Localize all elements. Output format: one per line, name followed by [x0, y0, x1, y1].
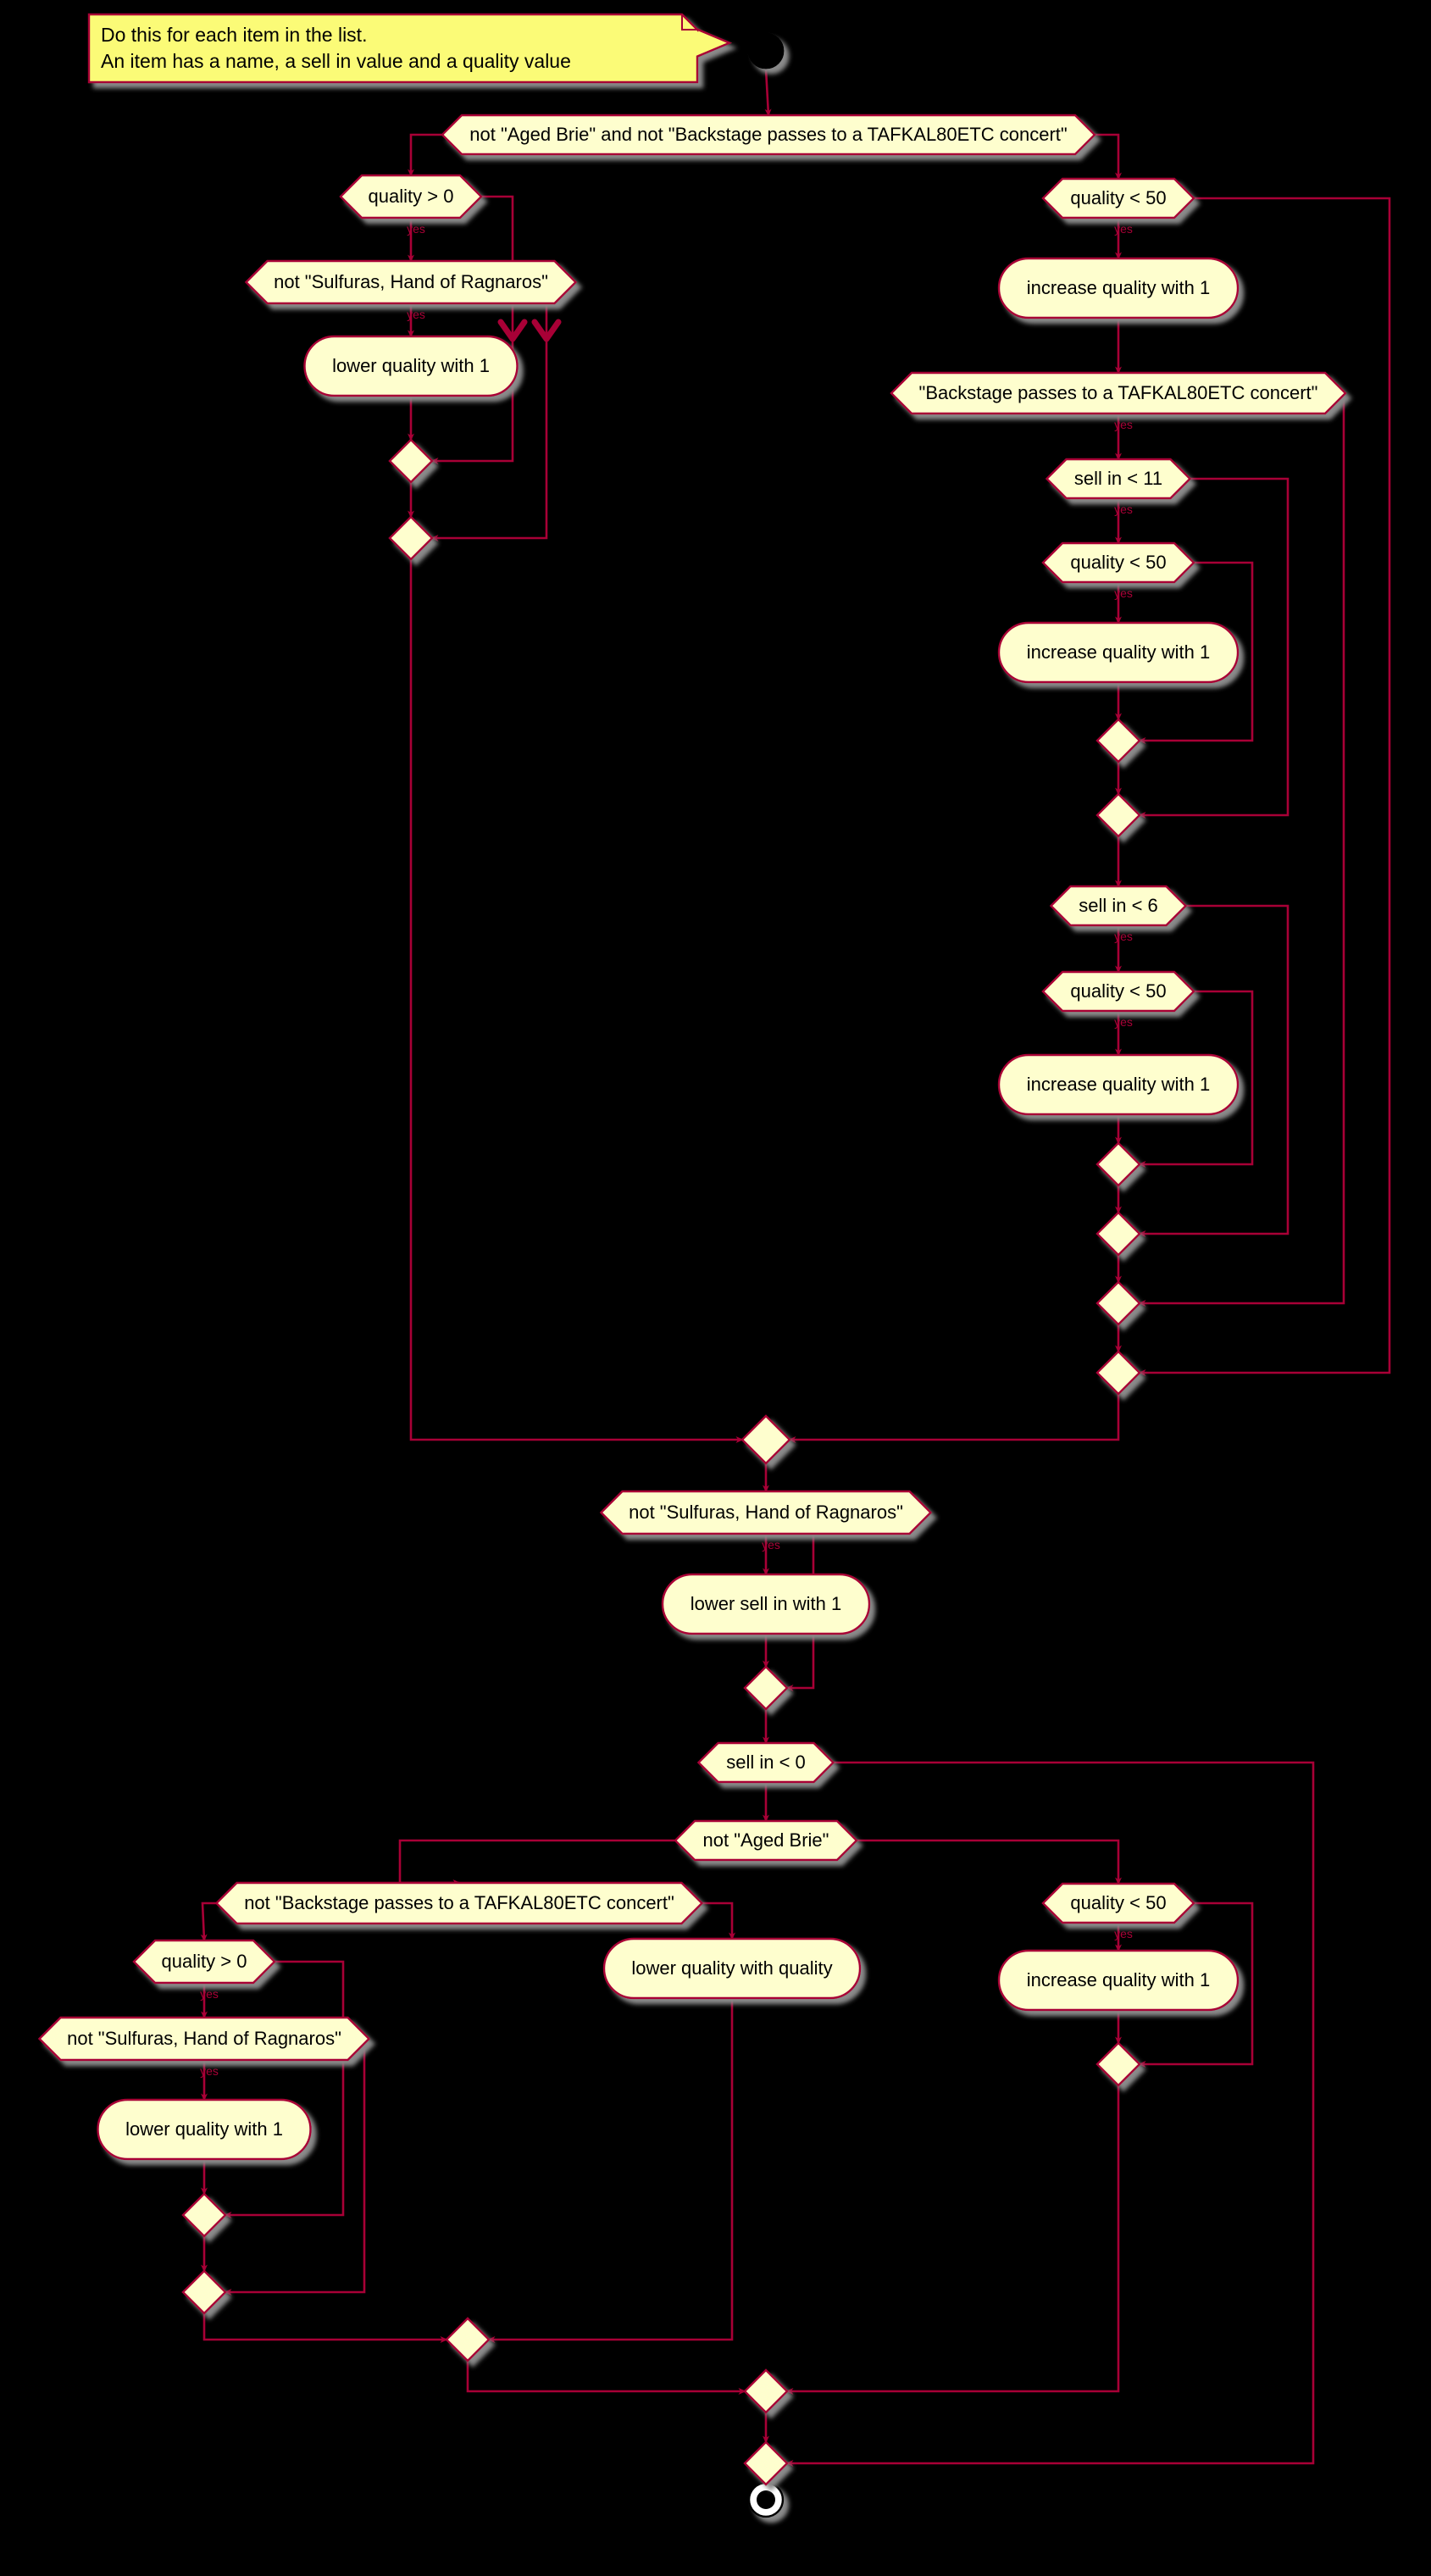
svg-text:yes: yes: [1114, 222, 1133, 236]
svg-text:yes: yes: [1114, 1015, 1133, 1029]
svg-text:yes: yes: [762, 1538, 780, 1552]
svg-text:yes: yes: [407, 308, 425, 321]
svg-text:yes: yes: [200, 2064, 219, 2078]
svg-text:yes: yes: [1114, 418, 1133, 431]
svg-text:yes: yes: [1114, 502, 1133, 516]
svg-text:yes: yes: [1114, 930, 1133, 943]
svg-text:yes: yes: [1114, 586, 1133, 600]
svg-text:yes: yes: [200, 1987, 219, 2001]
svg-text:yes: yes: [407, 222, 425, 236]
svg-text:yes: yes: [1114, 1927, 1133, 1940]
